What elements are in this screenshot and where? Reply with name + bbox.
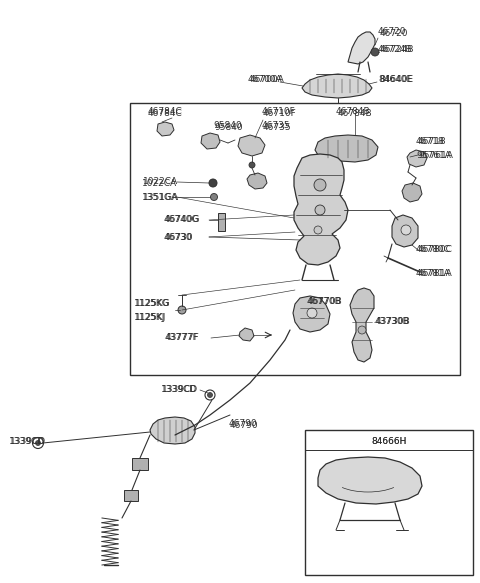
Polygon shape: [348, 32, 375, 64]
Bar: [124, 490, 138, 501]
Text: 46740G: 46740G: [165, 216, 201, 224]
Text: 46720: 46720: [380, 29, 408, 37]
Bar: [218, 213, 225, 231]
Circle shape: [36, 441, 40, 445]
Text: 95761A: 95761A: [418, 150, 453, 160]
Polygon shape: [350, 288, 374, 362]
Text: 1339CD: 1339CD: [9, 437, 45, 447]
Polygon shape: [407, 150, 427, 167]
Circle shape: [314, 179, 326, 191]
Text: 46718: 46718: [418, 136, 446, 146]
Text: 46781A: 46781A: [418, 269, 453, 279]
Text: 1339CD: 1339CD: [162, 385, 198, 395]
Text: 1339CD: 1339CD: [161, 385, 197, 394]
Circle shape: [401, 225, 411, 235]
Text: 43777F: 43777F: [166, 333, 200, 342]
Polygon shape: [239, 328, 254, 341]
Text: 46735: 46735: [262, 121, 290, 131]
Circle shape: [314, 226, 322, 234]
Text: 1339CD: 1339CD: [10, 437, 46, 447]
Text: 43730B: 43730B: [376, 318, 411, 326]
Polygon shape: [302, 74, 372, 98]
Text: 1125KJ: 1125KJ: [135, 314, 167, 322]
Text: 46720: 46720: [378, 27, 407, 37]
Text: 46780C: 46780C: [416, 245, 451, 255]
Circle shape: [33, 437, 44, 448]
Text: 46784C: 46784C: [148, 108, 183, 118]
Text: 46781A: 46781A: [416, 269, 451, 279]
Text: 46710F: 46710F: [262, 107, 296, 117]
Bar: [132, 458, 148, 470]
Text: 46784B: 46784B: [336, 107, 371, 117]
Polygon shape: [201, 133, 220, 149]
Text: 84640E: 84640E: [379, 76, 413, 85]
Polygon shape: [247, 173, 267, 189]
Text: 46718: 46718: [416, 136, 444, 146]
Circle shape: [307, 308, 317, 318]
Circle shape: [358, 326, 366, 334]
Polygon shape: [392, 215, 418, 247]
Text: 84666H: 84666H: [372, 437, 407, 445]
Text: 46730: 46730: [165, 233, 193, 241]
Text: 46724B: 46724B: [380, 45, 415, 54]
Text: 1022CA: 1022CA: [143, 177, 178, 187]
Circle shape: [209, 179, 217, 187]
Text: 46730: 46730: [164, 233, 192, 241]
Text: 46784B: 46784B: [338, 108, 372, 118]
Polygon shape: [150, 417, 195, 444]
Text: 46784C: 46784C: [148, 107, 183, 117]
Text: 95761A: 95761A: [416, 150, 451, 160]
Circle shape: [178, 306, 186, 314]
Polygon shape: [238, 135, 265, 156]
Circle shape: [205, 390, 215, 400]
Bar: [130, 103, 460, 375]
Text: 43730B: 43730B: [375, 317, 410, 325]
Text: 46790: 46790: [229, 420, 258, 429]
Text: 46770B: 46770B: [308, 297, 343, 307]
Text: 46735: 46735: [263, 122, 292, 132]
Text: 95840: 95840: [213, 121, 241, 131]
Text: 1125KJ: 1125KJ: [134, 314, 166, 322]
Circle shape: [249, 162, 255, 168]
Circle shape: [315, 205, 325, 215]
Text: 84666H: 84666H: [372, 437, 407, 445]
Text: 1351GA: 1351GA: [143, 192, 179, 202]
Polygon shape: [402, 183, 422, 202]
Text: 95840: 95840: [214, 124, 242, 132]
Text: 1351GA: 1351GA: [142, 192, 178, 202]
Circle shape: [207, 392, 213, 398]
Text: 1125KG: 1125KG: [134, 300, 170, 308]
Polygon shape: [293, 296, 330, 332]
Text: 46770B: 46770B: [307, 297, 342, 305]
Text: 46724B: 46724B: [378, 45, 412, 54]
Bar: [305, 430, 473, 575]
Text: 46700A: 46700A: [248, 76, 283, 85]
Text: 46700A: 46700A: [250, 76, 285, 85]
Polygon shape: [315, 135, 378, 162]
Text: 46740G: 46740G: [164, 216, 200, 224]
Text: 84640E: 84640E: [378, 76, 412, 85]
Text: 43777F: 43777F: [165, 333, 199, 342]
Polygon shape: [157, 122, 174, 136]
Text: 1125KG: 1125KG: [135, 300, 171, 308]
Polygon shape: [318, 457, 422, 504]
Circle shape: [371, 48, 379, 56]
Circle shape: [211, 194, 217, 201]
Text: 46780C: 46780C: [418, 245, 453, 255]
Text: 46710F: 46710F: [263, 108, 297, 118]
Text: 1022CA: 1022CA: [142, 178, 177, 188]
Polygon shape: [294, 154, 348, 265]
Text: 46790: 46790: [230, 420, 259, 430]
